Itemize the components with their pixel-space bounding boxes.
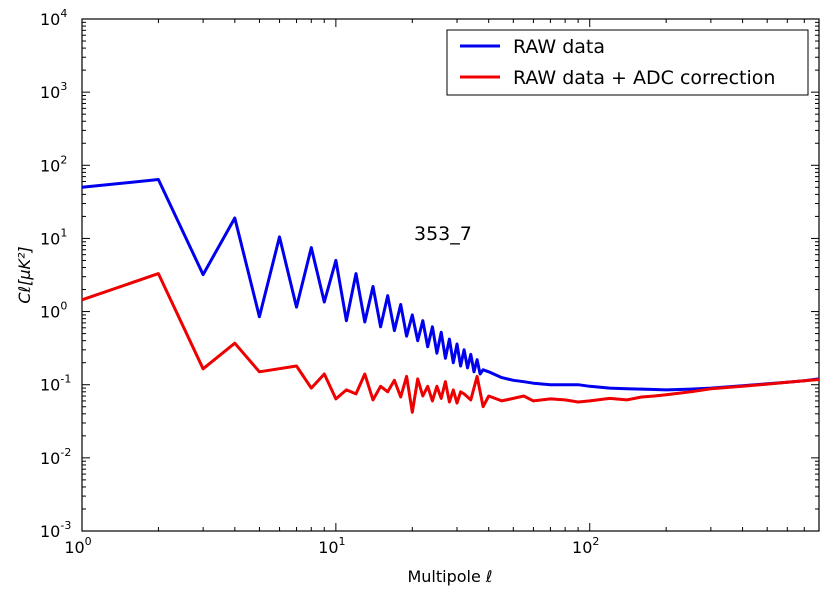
x-axis-label: Multipole ℓ (407, 567, 492, 586)
annotation-label: 353_7 (414, 223, 472, 245)
y-tick-label: 10-1 (40, 373, 71, 395)
y-tick-label: 103 (40, 80, 67, 102)
series-line-raw (81, 178, 820, 392)
series-line-adc (81, 272, 820, 414)
series-layer (81, 178, 820, 414)
legend-label-adc: RAW data + ADC correction (513, 67, 775, 89)
legend-box (446, 29, 809, 96)
y-tick-label: 101 (40, 226, 67, 248)
y-axis-label: Cℓ[μK²] (15, 246, 34, 303)
y-tick-label: 104 (40, 7, 67, 29)
legend: RAW data RAW data + ADC correction (446, 29, 809, 96)
x-tick-label: 100 (64, 535, 91, 557)
x-tick-label: 102 (572, 535, 599, 557)
y-tick-label: 100 (40, 300, 67, 322)
plot-frame (81, 18, 820, 532)
y-tick-label: 102 (40, 153, 67, 175)
legend-label-raw: RAW data (513, 36, 605, 58)
x-tick-label: 101 (318, 535, 345, 557)
y-tick-label: 10-2 (40, 446, 71, 468)
